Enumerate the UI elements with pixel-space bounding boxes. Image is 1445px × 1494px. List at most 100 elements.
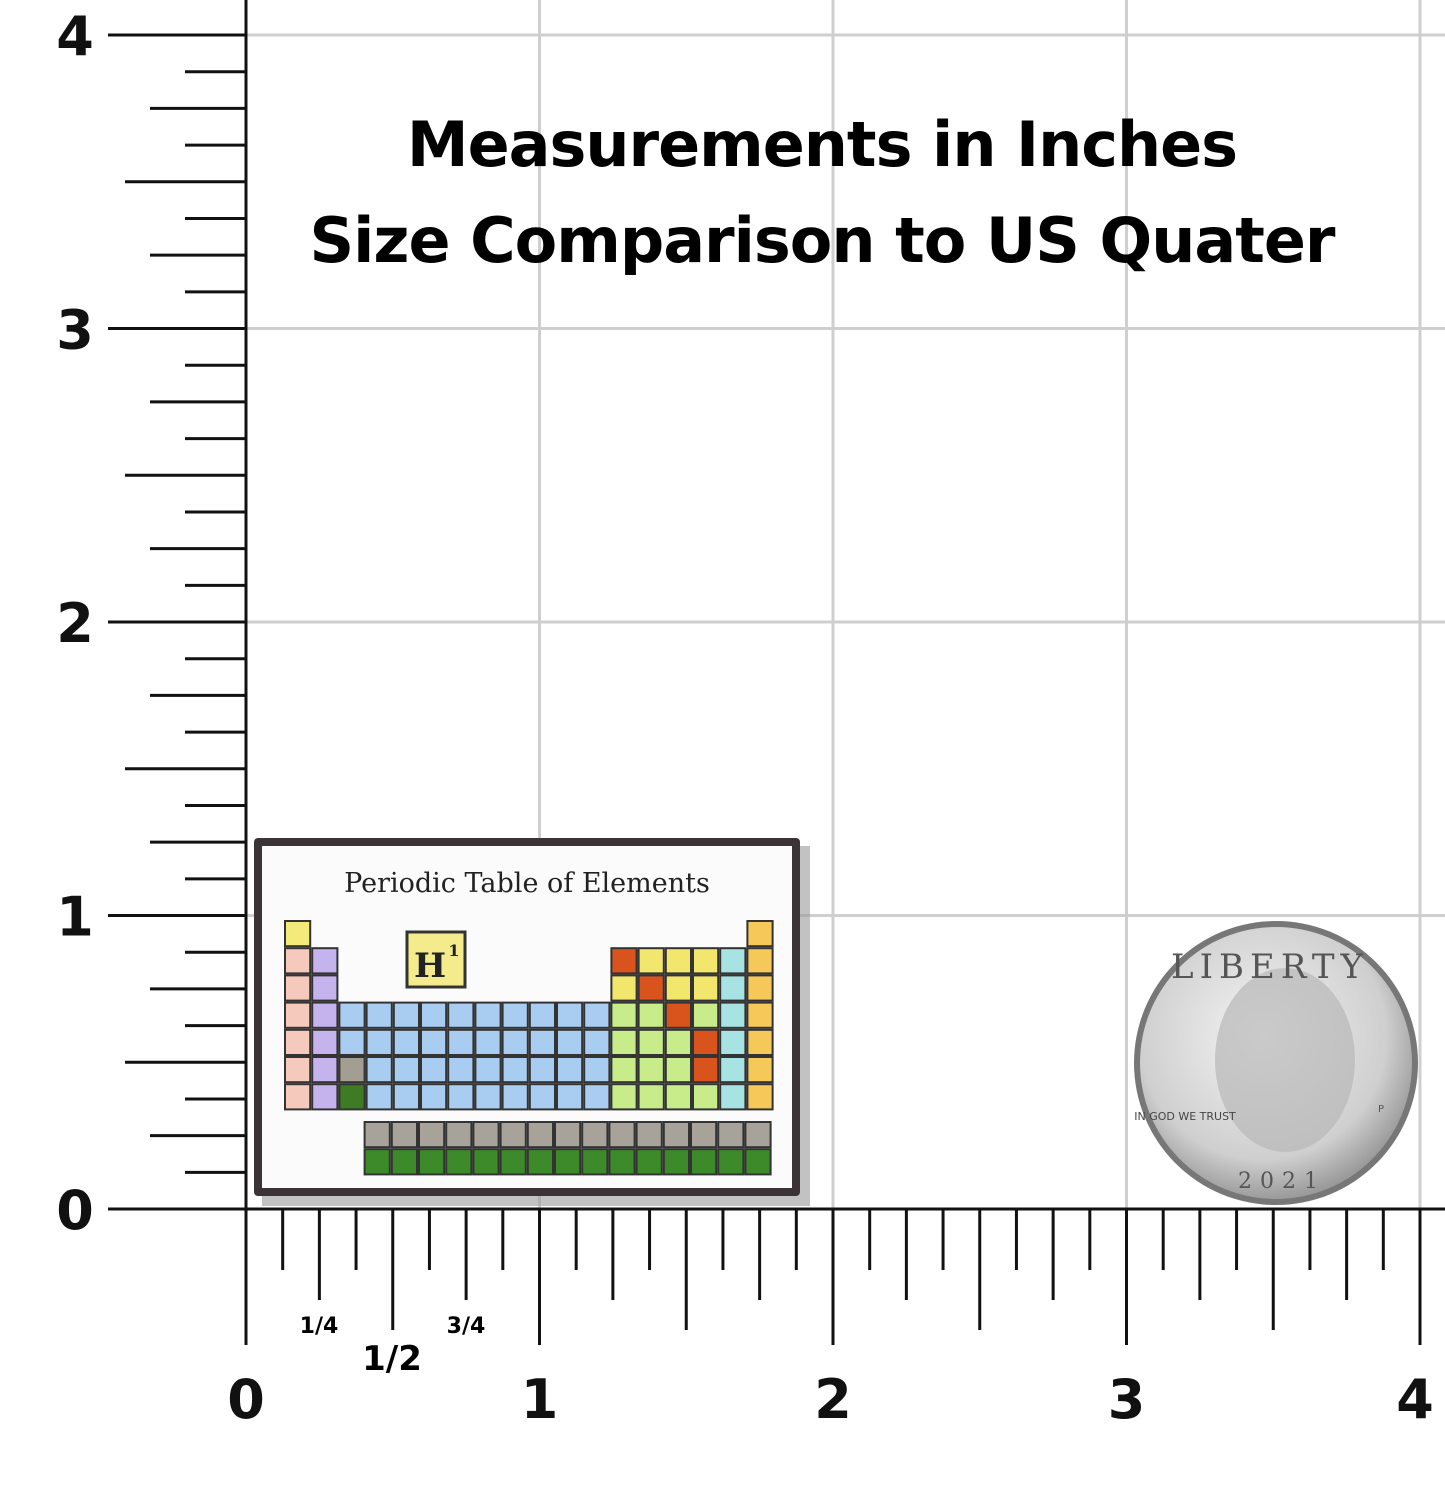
cell — [474, 1001, 502, 1029]
cell — [284, 1056, 312, 1084]
pin-title: Periodic Table of Elements — [344, 868, 710, 899]
cell — [692, 974, 720, 1002]
coin: LIBERTY IN GOD WE TRUST 2021 P — [1134, 921, 1418, 1205]
cell — [420, 1001, 448, 1029]
cell — [664, 1001, 692, 1029]
cell — [692, 1056, 720, 1084]
cell — [744, 1148, 772, 1176]
cell — [474, 1083, 502, 1111]
cell — [719, 974, 747, 1002]
cell — [719, 947, 747, 975]
cell — [719, 1028, 747, 1057]
cell — [392, 1028, 420, 1057]
cell — [311, 947, 339, 975]
cell — [472, 1121, 500, 1149]
cell — [637, 1083, 665, 1111]
cell — [528, 1028, 556, 1057]
coin-year: 2021 — [1238, 1169, 1326, 1194]
cell — [746, 1056, 774, 1084]
cell — [664, 1028, 692, 1057]
coin-mint: P — [1378, 1104, 1384, 1115]
y-label: 0 — [56, 1179, 94, 1242]
cell — [664, 974, 692, 1002]
cell — [610, 1083, 638, 1111]
cell — [284, 1028, 312, 1057]
cell — [447, 1083, 475, 1111]
cell — [746, 1083, 774, 1111]
cell — [662, 1121, 690, 1149]
cell — [556, 1083, 584, 1111]
subtitle: Size Comparison to US Quater — [310, 204, 1336, 277]
cell — [581, 1121, 609, 1149]
cell — [447, 1001, 475, 1029]
coin-portrait — [1215, 968, 1355, 1152]
cell — [528, 1056, 556, 1084]
cell — [311, 1083, 339, 1111]
cell — [637, 1056, 665, 1084]
fraction-label: 3/4 — [447, 1314, 486, 1339]
cell — [554, 1121, 582, 1149]
cell — [690, 1148, 718, 1176]
cell — [692, 947, 720, 975]
cell — [365, 1028, 393, 1057]
cell — [363, 1121, 391, 1149]
y-label: 3 — [56, 299, 94, 362]
coin-motto: LIBERTY — [1171, 947, 1369, 987]
cell — [664, 947, 692, 975]
title: Measurements in Inches — [407, 108, 1237, 181]
h-box — [405, 930, 467, 989]
cell — [637, 1028, 665, 1057]
pin: Periodic Table of Elements H 1 — [254, 838, 810, 1206]
fraction-label: 1/2 — [362, 1339, 422, 1379]
cell — [501, 1056, 529, 1084]
cell — [365, 1056, 393, 1084]
y-label: 1 — [56, 886, 94, 949]
cell — [526, 1148, 554, 1176]
cell — [284, 1001, 312, 1029]
cell — [610, 974, 638, 1002]
cell — [581, 1148, 609, 1176]
cell — [719, 1056, 747, 1084]
cell — [447, 1056, 475, 1084]
cell — [635, 1148, 663, 1176]
cell — [338, 1083, 366, 1111]
pin-number: 1 — [448, 941, 459, 960]
cell — [501, 1001, 529, 1029]
cell — [556, 1028, 584, 1057]
cell — [692, 1028, 720, 1057]
pin-symbol: H — [414, 946, 446, 986]
cell — [717, 1148, 745, 1176]
cell — [556, 1001, 584, 1029]
cell — [744, 1121, 772, 1149]
fraction-label: 1/4 — [300, 1314, 339, 1339]
cell — [392, 1001, 420, 1029]
cell — [499, 1148, 527, 1176]
cell — [610, 1028, 638, 1057]
cell — [526, 1121, 554, 1149]
cell — [583, 1083, 611, 1111]
cell — [746, 947, 774, 975]
cell — [719, 1083, 747, 1111]
cell — [311, 1001, 339, 1029]
cell — [284, 947, 312, 975]
y-labels: 0 1 2 3 4 — [56, 5, 94, 1242]
cell — [610, 947, 638, 975]
cell — [692, 1001, 720, 1029]
cell — [637, 947, 665, 975]
cell — [418, 1121, 446, 1149]
cell — [284, 1083, 312, 1111]
cell — [637, 974, 665, 1002]
cell — [637, 1001, 665, 1029]
x-label: 3 — [1108, 1368, 1146, 1431]
x-label: 2 — [814, 1368, 852, 1431]
ruler-ticks — [108, 0, 1445, 1345]
element-cells — [284, 920, 774, 1176]
cell — [610, 1001, 638, 1029]
cell — [501, 1028, 529, 1057]
x-label: 1 — [521, 1368, 559, 1431]
coin-motto: IN GOD WE TRUST — [1134, 1110, 1236, 1123]
cell — [746, 920, 774, 948]
cell — [583, 1001, 611, 1029]
cell — [420, 1083, 448, 1111]
